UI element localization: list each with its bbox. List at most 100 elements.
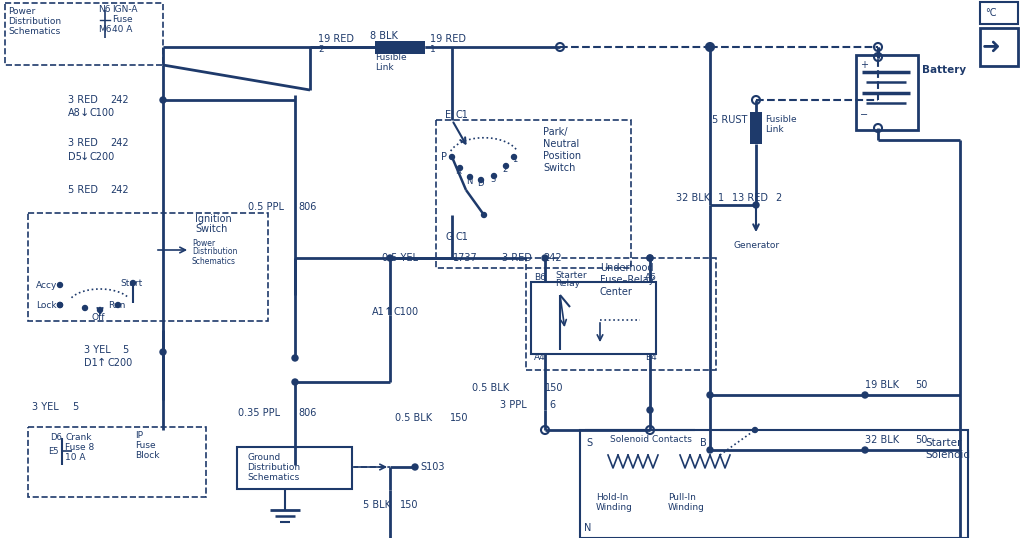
Text: Winding: Winding xyxy=(668,504,705,513)
Circle shape xyxy=(862,447,868,453)
Text: Block: Block xyxy=(135,450,160,459)
Text: Off: Off xyxy=(92,314,105,322)
Bar xyxy=(28,213,268,321)
Text: 5: 5 xyxy=(122,345,128,355)
Text: IP: IP xyxy=(135,430,143,440)
Text: C100: C100 xyxy=(394,307,419,317)
Text: Fuse: Fuse xyxy=(112,16,133,25)
Text: Ignition: Ignition xyxy=(195,214,231,224)
Text: Power: Power xyxy=(8,6,35,16)
Text: 32 BLK: 32 BLK xyxy=(676,193,710,203)
Text: Fusible: Fusible xyxy=(765,116,797,124)
Text: 19 RED: 19 RED xyxy=(430,34,466,44)
Circle shape xyxy=(647,407,653,413)
Text: 5 RUST: 5 RUST xyxy=(712,115,748,125)
Circle shape xyxy=(412,464,418,470)
Bar xyxy=(980,28,1018,66)
Text: Fuse–Relay: Fuse–Relay xyxy=(600,275,654,285)
Text: +: + xyxy=(860,60,868,70)
Text: 0.5 BLK: 0.5 BLK xyxy=(472,383,509,393)
Text: Accy: Accy xyxy=(36,280,57,289)
Text: °C: °C xyxy=(985,8,996,18)
Circle shape xyxy=(130,280,135,286)
Text: C200: C200 xyxy=(90,152,116,162)
Text: 3 RED: 3 RED xyxy=(68,138,98,148)
Bar xyxy=(980,2,1018,24)
Text: 150: 150 xyxy=(545,383,563,393)
Text: 242: 242 xyxy=(543,253,561,263)
Text: Winding: Winding xyxy=(596,504,633,513)
Circle shape xyxy=(57,302,62,308)
Text: M6: M6 xyxy=(98,25,112,34)
Text: N: N xyxy=(466,176,472,186)
Text: Park/: Park/ xyxy=(543,127,567,137)
Text: 242: 242 xyxy=(110,95,129,105)
Circle shape xyxy=(862,392,868,398)
Text: Schematics: Schematics xyxy=(8,26,60,36)
Text: Battery: Battery xyxy=(922,65,966,75)
Text: Schematics: Schematics xyxy=(247,472,299,482)
Text: Run: Run xyxy=(108,301,125,309)
Text: 0.5 BLK: 0.5 BLK xyxy=(395,413,432,423)
Text: Distribution: Distribution xyxy=(193,247,238,257)
Text: Pull-In: Pull-In xyxy=(668,493,696,502)
Circle shape xyxy=(753,428,758,433)
Text: R: R xyxy=(455,167,461,176)
Text: A1: A1 xyxy=(372,307,385,317)
Text: 806: 806 xyxy=(298,408,316,418)
Text: ↓: ↓ xyxy=(80,108,89,118)
Bar xyxy=(237,447,352,489)
Circle shape xyxy=(160,349,166,355)
Circle shape xyxy=(116,302,121,308)
Text: Ground: Ground xyxy=(247,452,281,462)
Circle shape xyxy=(57,302,62,308)
Text: Starter: Starter xyxy=(555,271,587,280)
Circle shape xyxy=(647,255,653,261)
Circle shape xyxy=(492,173,497,179)
Text: C1: C1 xyxy=(455,232,468,242)
Text: 0.5 YEL: 0.5 YEL xyxy=(382,253,418,263)
Circle shape xyxy=(707,447,713,453)
Text: Fuse: Fuse xyxy=(135,441,156,450)
Text: Distribution: Distribution xyxy=(247,463,300,471)
Text: 1: 1 xyxy=(430,46,436,54)
Text: Hold-In: Hold-In xyxy=(596,493,629,502)
Text: C100: C100 xyxy=(90,108,115,118)
Text: 5: 5 xyxy=(72,402,78,412)
Bar xyxy=(436,120,631,268)
Text: 3 YEL: 3 YEL xyxy=(32,402,58,412)
Text: S: S xyxy=(586,438,592,448)
Text: Schematics: Schematics xyxy=(193,257,236,265)
Text: S103: S103 xyxy=(420,462,444,472)
Text: Switch: Switch xyxy=(543,163,575,173)
Text: C1: C1 xyxy=(455,110,468,120)
Circle shape xyxy=(387,255,393,261)
Text: Generator: Generator xyxy=(734,240,780,250)
Text: 3 RED: 3 RED xyxy=(502,253,531,263)
Circle shape xyxy=(753,202,759,208)
Text: D6: D6 xyxy=(50,433,61,442)
Text: 19 RED: 19 RED xyxy=(318,34,354,44)
Text: D1: D1 xyxy=(84,358,97,368)
Circle shape xyxy=(292,355,298,361)
Text: ↓: ↓ xyxy=(80,152,89,162)
Text: A6: A6 xyxy=(645,273,656,282)
Text: Lock: Lock xyxy=(36,301,56,309)
Circle shape xyxy=(707,392,713,398)
Text: B: B xyxy=(700,438,707,448)
Text: C200: C200 xyxy=(106,358,132,368)
Bar xyxy=(5,3,163,65)
Circle shape xyxy=(512,154,516,159)
Bar xyxy=(856,55,918,130)
Text: 3 YEL: 3 YEL xyxy=(84,345,111,355)
Circle shape xyxy=(542,255,548,261)
Bar xyxy=(580,430,968,538)
Text: B4: B4 xyxy=(645,353,656,363)
Text: 150: 150 xyxy=(450,413,469,423)
Text: 1: 1 xyxy=(512,154,517,164)
Text: Neutral: Neutral xyxy=(543,139,580,149)
Text: 2: 2 xyxy=(502,166,507,174)
Circle shape xyxy=(504,164,509,168)
Text: Crank: Crank xyxy=(65,433,91,442)
Circle shape xyxy=(468,174,472,180)
